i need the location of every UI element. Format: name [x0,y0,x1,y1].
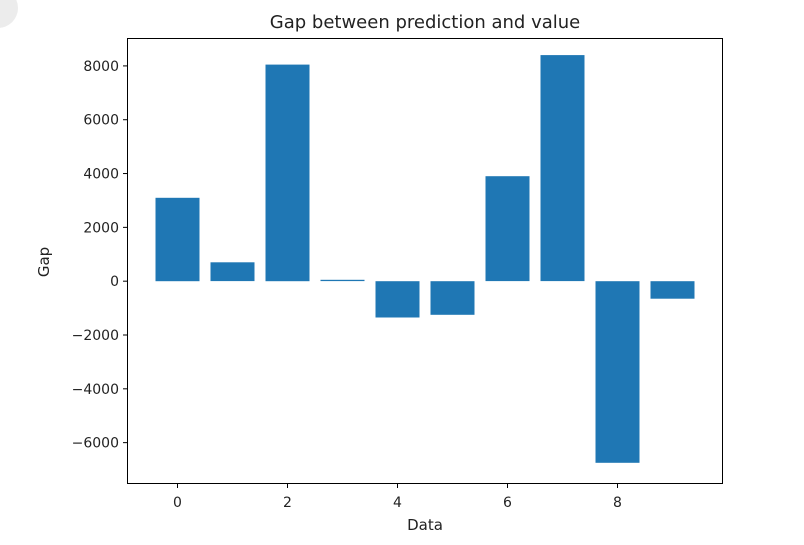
bar-9 [650,281,695,299]
y-tick-label: 4000 [83,167,119,183]
x-axis-label: Data [407,516,443,534]
bar-3 [320,279,365,282]
y-tick-label: 6000 [83,113,119,129]
bar-0 [155,197,200,282]
bar-5 [430,281,475,315]
x-tick-label: 6 [503,495,512,511]
chart-title: Gap between prediction and value [270,12,580,33]
y-tick-label: −4000 [72,382,119,398]
bar-2 [265,64,310,282]
y-tick-label: 2000 [83,220,119,236]
plot-area-frame [127,38,723,484]
y-tick-label: 0 [110,274,119,290]
x-tick-label: 0 [173,495,182,511]
bars-group [155,55,695,463]
y-tick-label: 8000 [83,59,119,75]
x-tick-label: 4 [393,495,402,511]
y-tick-label: −6000 [72,436,119,452]
bar-6 [485,176,530,282]
bar-7 [540,55,585,282]
bar-8 [595,281,640,463]
ticks-group: 0 2 4 6 8 8000 6000 4000 2000 0 −2000 −4000 −6000 [72,59,622,511]
x-tick-label: 2 [283,495,292,511]
y-tick-label: −2000 [72,328,119,344]
y-axis-label: Gap [35,247,53,277]
bar-1 [210,262,255,282]
bar-4 [375,281,420,318]
x-tick-label: 8 [613,495,622,511]
